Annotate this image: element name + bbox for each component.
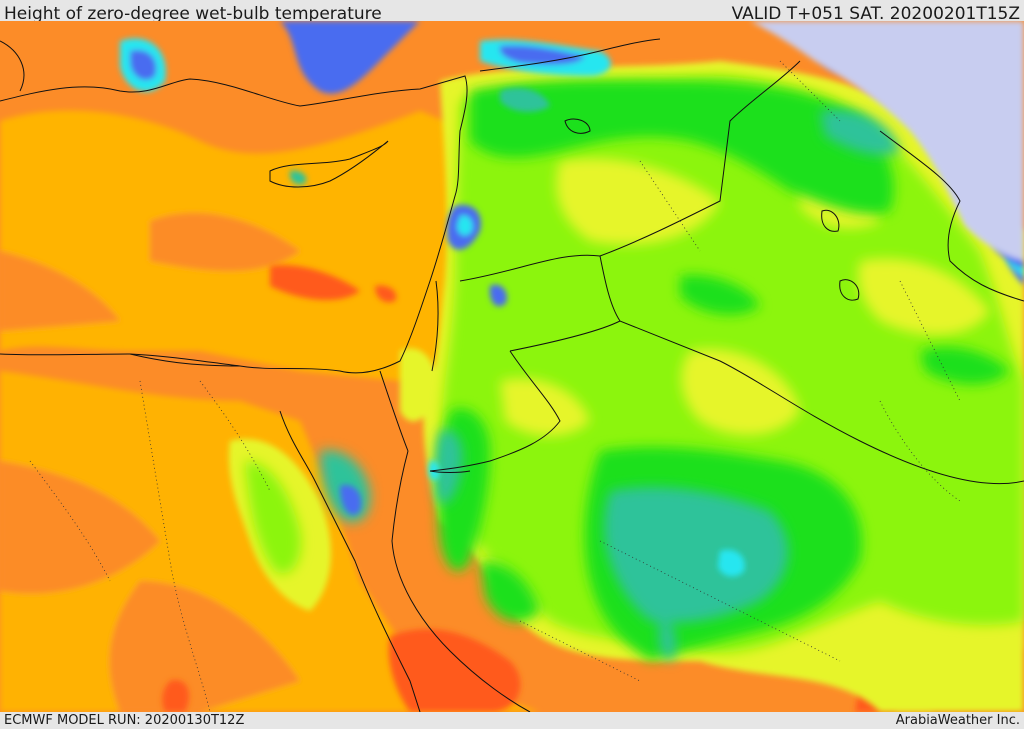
valid-time: VALID T+051 SAT. 20200201T15Z bbox=[731, 4, 1020, 24]
field-yellow-patches bbox=[500, 158, 990, 436]
weather-map bbox=[0, 21, 1024, 712]
admin-boundaries bbox=[29, 60, 961, 712]
header-bar bbox=[0, 0, 1024, 21]
model-run: ECMWF MODEL RUN: 20200130T12Z bbox=[4, 713, 245, 728]
map-title: Height of zero-degree wet-bulb temperatu… bbox=[4, 4, 382, 24]
field-local-cold bbox=[289, 87, 745, 577]
credit: ArabiaWeather Inc. bbox=[895, 713, 1020, 728]
field-teal bbox=[320, 110, 900, 661]
footer-bar bbox=[0, 712, 1024, 729]
coastlines-borders bbox=[0, 38, 1024, 712]
